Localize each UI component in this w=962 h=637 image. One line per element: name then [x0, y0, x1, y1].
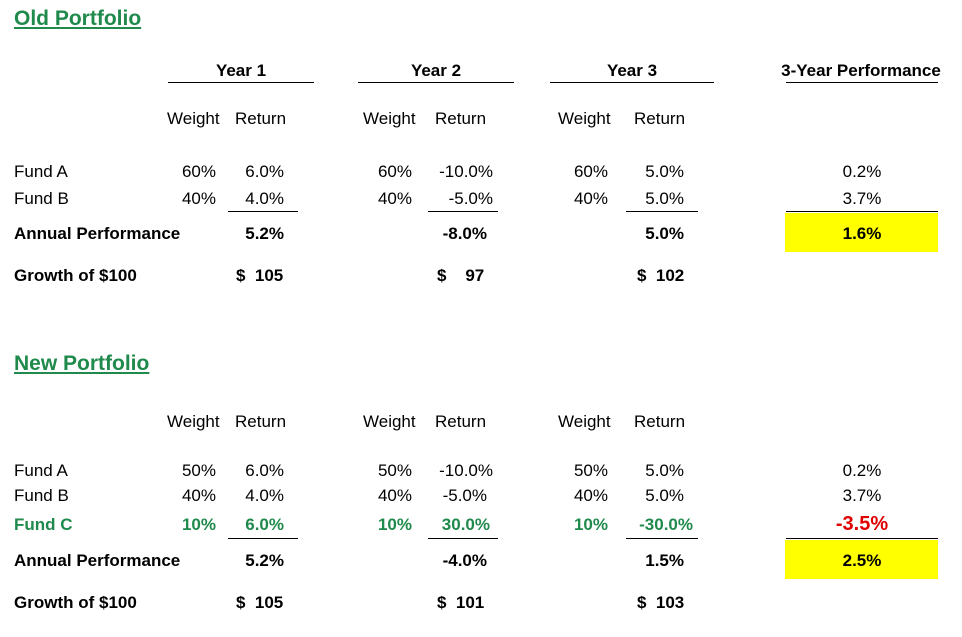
growth-value: $ 102	[637, 266, 685, 285]
return-value: -10.0%	[439, 461, 493, 480]
weight-label: Weight	[363, 412, 416, 431]
weight-value: 50%	[377, 461, 412, 480]
growth-value: $ 105	[236, 593, 284, 612]
year-3-header: Year 3	[606, 61, 658, 80]
weight-value: 50%	[573, 461, 608, 480]
old-portfolio-title: Old Portfolio	[14, 7, 142, 30]
weight-label: Weight	[558, 412, 611, 431]
weight-value: 60%	[181, 162, 216, 181]
year-1-header: Year 1	[215, 61, 267, 80]
year-3-underline	[550, 82, 714, 83]
return-value: 6.0%	[245, 461, 284, 480]
sum-underline	[626, 538, 698, 539]
return-label: Return	[435, 412, 487, 431]
return-value: -30.0%	[639, 515, 693, 534]
annual-value: -4.0%	[442, 551, 487, 570]
return-value: 30.0%	[441, 515, 490, 534]
weight-label: Weight	[558, 109, 611, 128]
return-label: Return	[634, 412, 686, 431]
performance-value: 3.7%	[842, 486, 882, 505]
growth-value: $ 97	[437, 266, 485, 285]
weight-label: Weight	[167, 109, 220, 128]
three-year-performance-header: 3-Year Performance	[781, 61, 941, 80]
new-portfolio-title: New Portfolio	[14, 352, 150, 375]
fund-name: Fund B	[14, 486, 69, 505]
sum-underline	[228, 211, 298, 212]
annual-value: 5.2%	[245, 551, 284, 570]
annual-performance-total: 1.6%	[842, 224, 882, 243]
annual-value: 5.2%	[245, 224, 284, 243]
return-value: 5.0%	[645, 162, 684, 181]
annual-value: -8.0%	[442, 224, 487, 243]
weight-value: 40%	[573, 486, 608, 505]
year-2-underline	[358, 82, 514, 83]
return-label: Return	[235, 412, 287, 431]
weight-value: 10%	[573, 515, 608, 534]
year-1-underline	[168, 82, 314, 83]
weight-value: 40%	[377, 486, 412, 505]
return-value: 5.0%	[645, 189, 684, 208]
weight-value: 60%	[377, 162, 412, 181]
weight-value: 40%	[377, 189, 412, 208]
weight-value: 40%	[181, 486, 216, 505]
return-value: 6.0%	[245, 515, 284, 534]
growth-value: $ 101	[437, 593, 485, 612]
fund-name: Fund B	[14, 189, 69, 208]
weight-value: 40%	[573, 189, 608, 208]
sum-underline	[786, 538, 938, 539]
annual-performance-label: Annual Performance	[14, 224, 181, 243]
performance-underline	[786, 82, 938, 83]
return-value: 5.0%	[645, 461, 684, 480]
return-value: 5.0%	[645, 486, 684, 505]
weight-value: 10%	[377, 515, 412, 534]
annual-performance-label: Annual Performance	[14, 551, 181, 570]
sum-underline	[786, 211, 938, 212]
weight-value: 10%	[181, 515, 216, 534]
return-label: Return	[435, 109, 487, 128]
performance-value-negative: -3.5%	[835, 513, 889, 535]
annual-performance-total: 2.5%	[842, 551, 882, 570]
weight-value: 60%	[573, 162, 608, 181]
return-value: -5.0%	[442, 486, 487, 505]
weight-value: 40%	[181, 189, 216, 208]
return-value: -5.0%	[448, 189, 493, 208]
sum-underline	[626, 211, 698, 212]
sum-underline	[228, 538, 298, 539]
return-value: -10.0%	[439, 162, 493, 181]
performance-value: 3.7%	[842, 189, 882, 208]
sum-underline	[428, 211, 498, 212]
fund-name: Fund C	[14, 515, 73, 534]
growth-value: $ 103	[637, 593, 685, 612]
weight-label: Weight	[167, 412, 220, 431]
return-label: Return	[634, 109, 686, 128]
annual-value: 5.0%	[645, 224, 684, 243]
return-label: Return	[235, 109, 287, 128]
sum-underline	[428, 538, 498, 539]
highlight-cell	[785, 540, 938, 579]
highlight-cell	[785, 213, 938, 252]
growth-value: $ 105	[236, 266, 284, 285]
growth-label: Growth of $100	[14, 266, 137, 285]
weight-value: 50%	[181, 461, 216, 480]
performance-value: 0.2%	[842, 162, 882, 181]
growth-label: Growth of $100	[14, 593, 137, 612]
fund-name: Fund A	[14, 162, 68, 181]
return-value: 4.0%	[245, 486, 284, 505]
annual-value: 1.5%	[645, 551, 684, 570]
performance-value: 0.2%	[842, 461, 882, 480]
weight-label: Weight	[363, 109, 416, 128]
return-value: 6.0%	[245, 162, 284, 181]
fund-name: Fund A	[14, 461, 68, 480]
year-2-header: Year 2	[410, 61, 462, 80]
return-value: 4.0%	[245, 189, 284, 208]
